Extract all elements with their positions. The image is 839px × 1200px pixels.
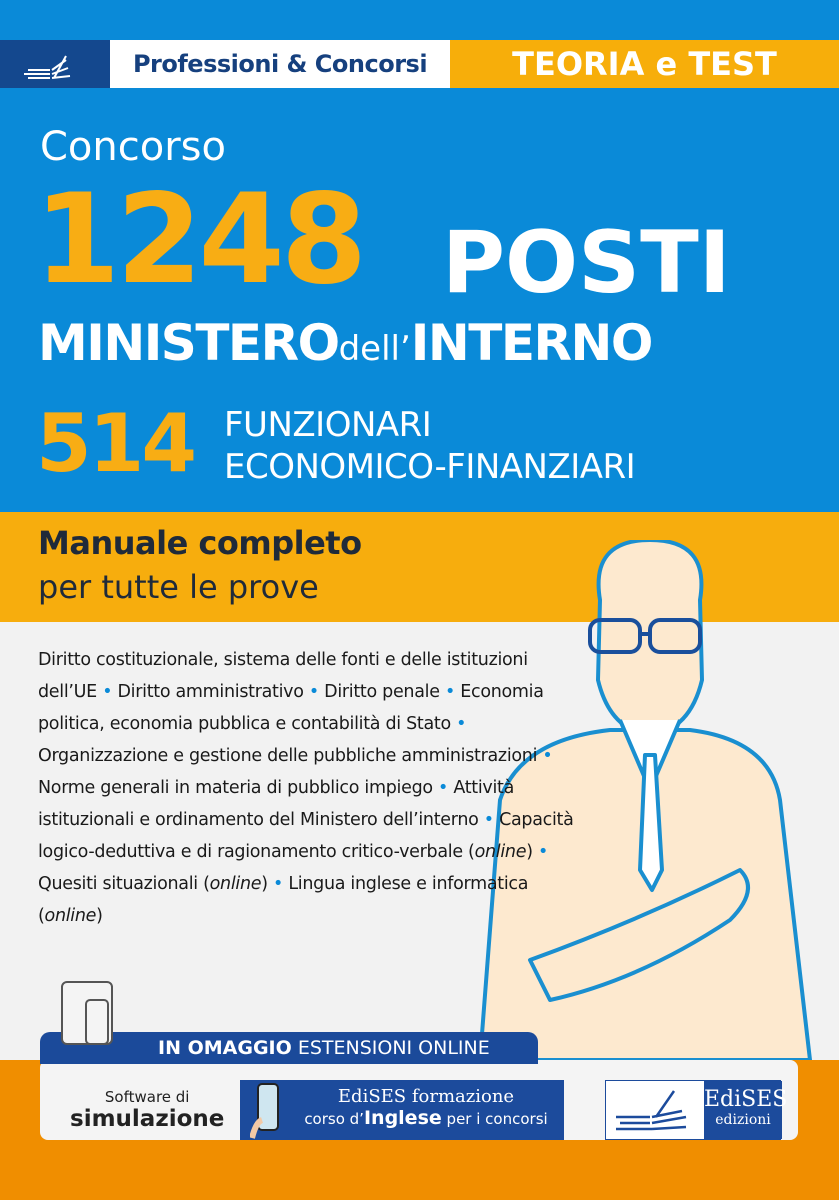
interno-word: INTERNO — [410, 314, 654, 372]
publisher-sub: edizioni — [715, 1112, 771, 1128]
bullet-separator: • — [432, 778, 454, 798]
topic-item: Capacità logico-deduttiva e di ragioname… — [38, 810, 574, 862]
software-label: Software di simulazione — [70, 1088, 224, 1132]
publisher-logo: EdiSES edizioni — [605, 1080, 788, 1140]
english-course-banner: EdiSES formazione corso d’Inglese per i … — [240, 1080, 564, 1140]
role-line1: FUNZIONARI — [224, 405, 432, 445]
banner-line1: EdiSES formazione — [337, 1086, 515, 1107]
omaggio-bar: IN OMAGGIO ESTENSIONI ONLINE — [40, 1032, 538, 1064]
posti-label: POSTI — [442, 213, 731, 313]
bullet-separator: • — [439, 682, 461, 702]
concorso-label: Concorso — [40, 124, 226, 170]
bullet-separator: • — [450, 714, 467, 734]
bullet-separator: • — [478, 810, 500, 830]
topics-list: Diritto costituzionale, sistema delle fo… — [38, 644, 578, 932]
book-logo-icon — [0, 40, 110, 88]
bullet-separator: • — [537, 746, 553, 766]
book-logo-icon — [616, 1090, 687, 1131]
subtitle-line1: Manuale completo — [38, 524, 362, 562]
topic-item: Lingua inglese e informatica (online) — [38, 874, 529, 926]
omaggio-bold: IN OMAGGIO — [158, 1037, 292, 1059]
businessman-illustration — [478, 540, 812, 1060]
banner-line2: corso d’Inglese per i concorsi — [288, 1107, 564, 1129]
topic-item: Organizzazione e gestione delle pubblich… — [38, 746, 538, 766]
banner-pre: corso d’ — [304, 1110, 364, 1128]
role-line2: ECONOMICO-FINANZIARI — [224, 447, 636, 487]
topic-item: Quesiti situazionali (online) — [38, 874, 268, 894]
topic-item: Diritto amministrativo — [117, 682, 304, 702]
topic-item: Diritto costituzionale, sistema delle fo… — [38, 650, 528, 702]
software-line1: Software di — [104, 1088, 190, 1106]
publisher-name: EdiSES — [704, 1087, 788, 1112]
role-title: FUNZIONARI ECONOMICO-FINANZIARI — [224, 404, 636, 488]
bullet-separator: • — [267, 874, 289, 894]
topic-item: Economia politica, economia pubblica e c… — [38, 682, 544, 734]
topic-item: Attività istituzionali e ordinamento del… — [38, 778, 515, 830]
smartphone-icon — [250, 1083, 279, 1139]
dell-word: dell’ — [338, 329, 411, 369]
bullet-separator: • — [303, 682, 325, 702]
banner-post: per i concorsi — [446, 1110, 548, 1128]
omaggio-rest: ESTENSIONI ONLINE — [297, 1037, 490, 1059]
subtitle-line2: per tutte le prove — [38, 568, 319, 606]
devices-icon — [61, 981, 113, 1045]
series-name: Professioni & Concorsi — [110, 40, 450, 88]
topic-item: Norme generali in materia di pubblico im… — [38, 778, 433, 798]
ministero-word: MINISTERO — [38, 314, 340, 372]
book-type: TEORIA e TEST — [450, 40, 839, 88]
topic-item: Diritto penale — [324, 682, 440, 702]
bullet-separator: • — [532, 842, 549, 862]
posti-number: 1248 — [34, 168, 367, 312]
bullet-separator: • — [96, 682, 118, 702]
publisher-text: EdiSES edizioni — [704, 1081, 788, 1139]
ministry-title: MINISTEROdell’INTERNO — [38, 318, 653, 369]
software-line2: simulazione — [70, 1106, 225, 1132]
funzionari-number: 514 — [36, 397, 197, 490]
banner-bold: Inglese — [363, 1107, 442, 1129]
